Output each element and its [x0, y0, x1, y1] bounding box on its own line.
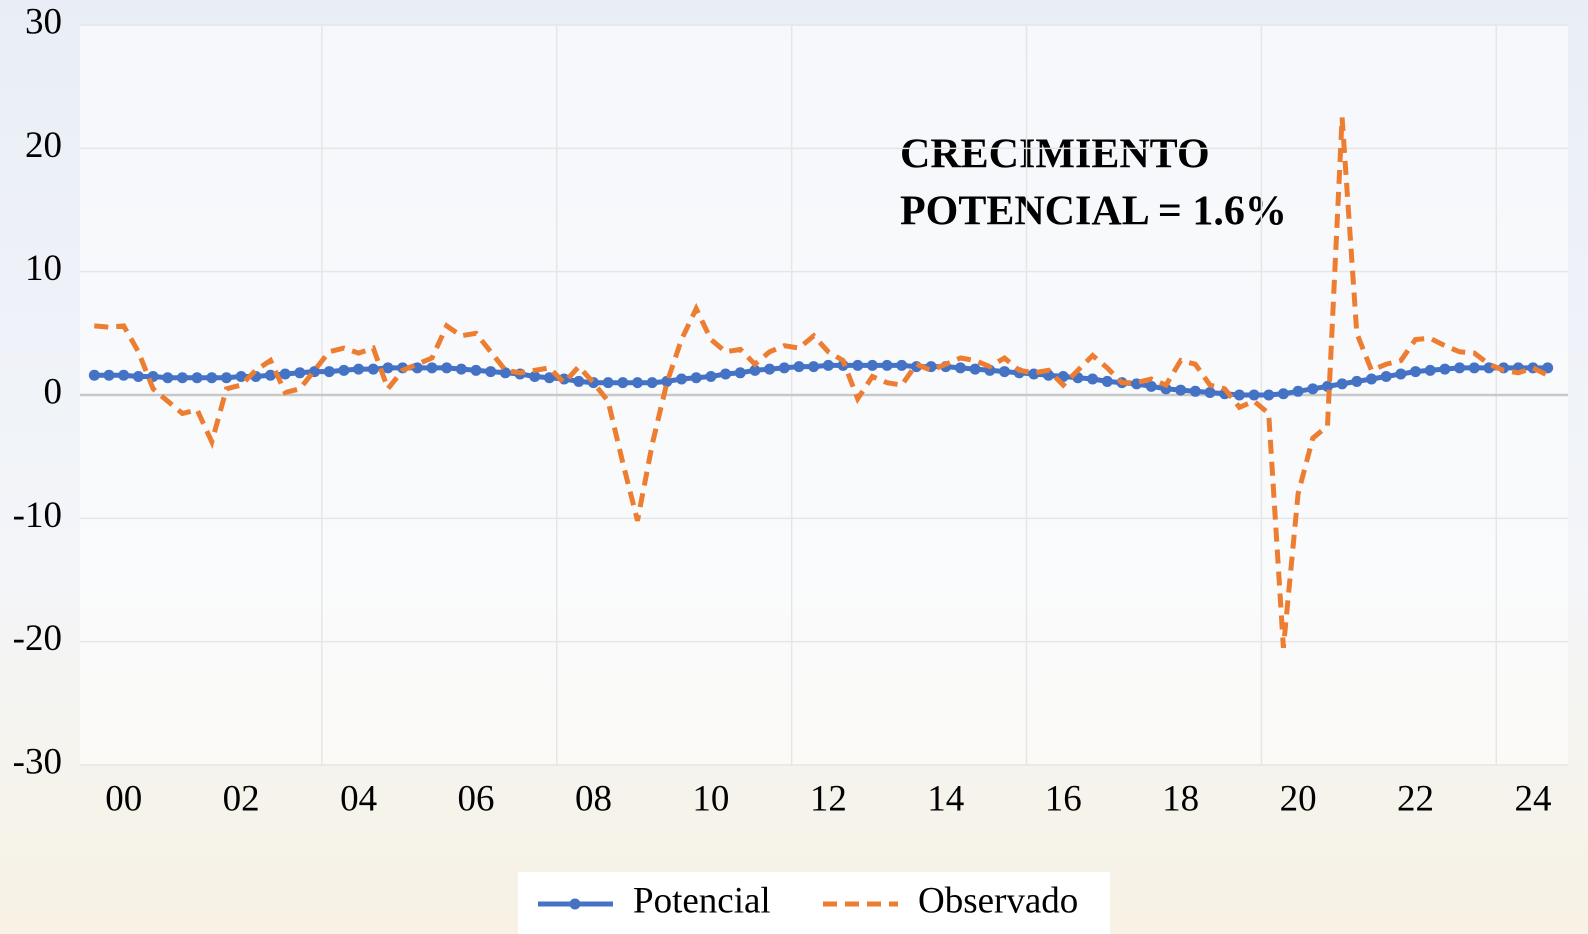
point: [632, 377, 643, 388]
legend-label: Potencial: [633, 880, 771, 921]
point: [808, 361, 819, 372]
point: [1249, 390, 1260, 401]
x-tick-label: 00: [105, 778, 142, 819]
chart: CRECIMIENTO POTENCIAL = 1.6% -30 -20 -10 0 1…: [0, 0, 1588, 934]
point: [705, 371, 716, 382]
point: [1293, 386, 1304, 397]
point: [896, 360, 907, 371]
legend-marker: [570, 899, 581, 910]
point: [970, 364, 981, 375]
point: [764, 364, 775, 375]
point: [1190, 386, 1201, 397]
point: [162, 372, 173, 383]
point: [368, 364, 379, 375]
point: [1469, 362, 1480, 373]
x-tick-label: 10: [692, 778, 729, 819]
annotation: POTENCIAL = 1.6%: [900, 189, 1287, 235]
point: [353, 364, 364, 375]
point: [294, 367, 305, 378]
point: [1395, 369, 1406, 380]
point: [1307, 383, 1318, 394]
point: [1337, 378, 1348, 389]
point: [133, 371, 144, 382]
point: [1087, 373, 1098, 384]
x-tick-label: 18: [1162, 778, 1199, 819]
x-tick-label: 08: [575, 778, 612, 819]
x-tick-label: 14: [927, 778, 964, 819]
point: [1439, 364, 1450, 375]
point: [573, 376, 584, 387]
point: [1351, 376, 1362, 387]
point: [691, 372, 702, 383]
point: [867, 360, 878, 371]
point: [1381, 371, 1392, 382]
x-tick-label: 22: [1397, 778, 1434, 819]
point: [1205, 387, 1216, 398]
point: [441, 362, 452, 373]
point: [1263, 390, 1274, 401]
point: [324, 366, 335, 377]
point: [735, 367, 746, 378]
point: [118, 370, 129, 381]
point: [1234, 390, 1245, 401]
point: [221, 372, 232, 383]
point: [603, 377, 614, 388]
point: [1366, 373, 1377, 384]
point: [852, 360, 863, 371]
point: [882, 360, 893, 371]
point: [104, 370, 115, 381]
point: [647, 377, 658, 388]
point: [617, 377, 628, 388]
annotation: CRECIMIENTO: [900, 132, 1210, 178]
point: [720, 369, 731, 380]
point: [206, 372, 217, 383]
point: [426, 362, 437, 373]
x-tick-label: 02: [223, 778, 260, 819]
point: [1102, 376, 1113, 387]
point: [280, 369, 291, 380]
point: [1175, 385, 1186, 396]
point: [1410, 366, 1421, 377]
point: [192, 372, 203, 383]
y-tick-label: -10: [13, 495, 62, 536]
x-tick-label: 20: [1280, 778, 1317, 819]
point: [1425, 365, 1436, 376]
point: [1454, 362, 1465, 373]
point: [485, 366, 496, 377]
y-tick-label: -20: [13, 618, 62, 659]
legend-label: Observado: [918, 880, 1078, 921]
x-tick-label: 16: [1045, 778, 1082, 819]
x-tick-label: 04: [340, 778, 377, 819]
point: [338, 365, 349, 376]
y-tick-label: -30: [13, 741, 62, 782]
point: [471, 365, 482, 376]
point: [177, 372, 188, 383]
y-tick-label: 20: [25, 125, 62, 166]
y-tick-label: 30: [25, 1, 62, 42]
point: [89, 370, 100, 381]
point: [456, 364, 467, 375]
point: [779, 362, 790, 373]
x-tick-label: 06: [458, 778, 495, 819]
x-tick-label: 12: [810, 778, 847, 819]
x-tick-label: 24: [1514, 778, 1551, 819]
y-tick-label: 10: [25, 248, 62, 289]
point: [823, 360, 834, 371]
point: [1278, 388, 1289, 399]
point: [999, 366, 1010, 377]
y-tick-label: 0: [44, 371, 63, 412]
point: [955, 362, 966, 373]
point: [676, 373, 687, 384]
point: [793, 361, 804, 372]
